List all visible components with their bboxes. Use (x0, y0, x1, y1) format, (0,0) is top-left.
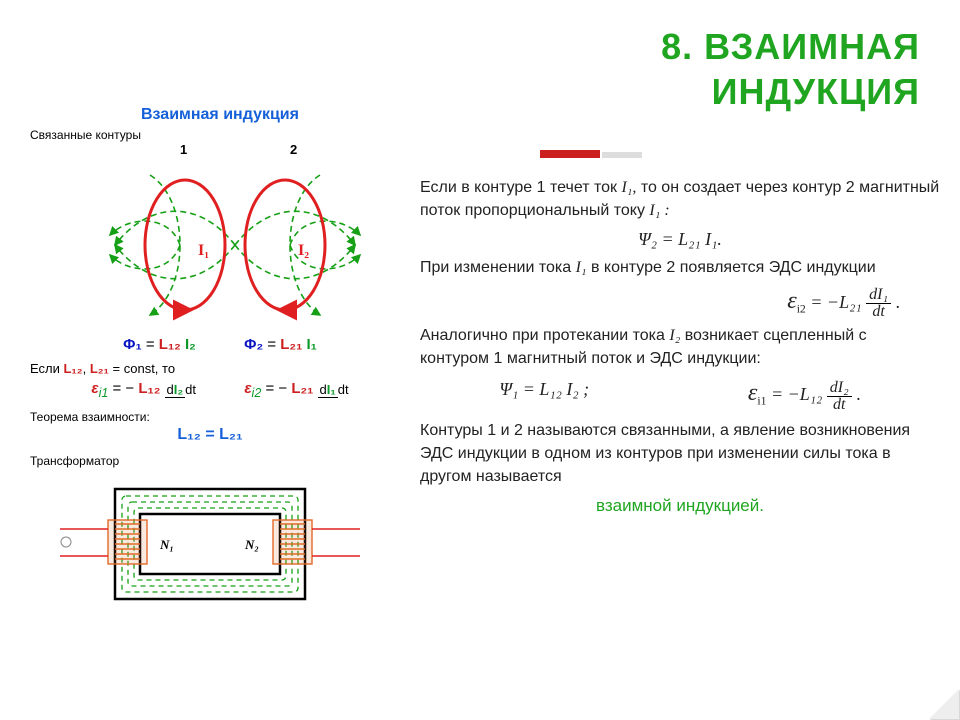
eq2-den: dt (866, 304, 891, 320)
para-3: Аналогично при протекании тока I₂ возник… (420, 324, 940, 370)
accent-bar (540, 150, 600, 158)
eq-row-psi1-emf1: Ψ₁ = L₁₂ I₂ ; εi1 = −L₁₂ dI₂dt . (420, 376, 940, 412)
l21: L₂₁ (280, 336, 302, 353)
para-2: При изменении тока I₁ в контуре 2 появля… (420, 256, 940, 279)
reciprocity-label: Теорема взаимности: (30, 410, 410, 424)
reciprocity-equation: L₁₂ = L₂₁ (10, 426, 410, 444)
emf2-den: dt (338, 382, 349, 397)
if-l21: L₂₁ (90, 361, 109, 376)
eq3b-sub: i1 (757, 395, 766, 408)
p2-I1: I₁ (576, 259, 587, 276)
emf1-L: L₁₂ (138, 380, 160, 397)
p2a: При изменении тока (420, 259, 576, 276)
emf1-den: dt (185, 382, 196, 397)
if-constant-line: Если L₁₂, L₂₁ = const, то (30, 361, 410, 376)
eq2-num: dI₁ (866, 287, 891, 304)
svg-text:N₁: N₁ (159, 537, 174, 552)
title-line-1: 8. ВЗАИМНАЯ (661, 26, 920, 67)
eq1-text: Ψ₂ = L₂₁ I₁. (638, 229, 722, 249)
emf2-eps: ε (244, 380, 251, 397)
p3-I2: I₂ (669, 327, 680, 344)
page-title: 8. ВЗАИМНАЯ ИНДУКЦИЯ (661, 24, 920, 114)
emf1-dI: I₂ (174, 382, 183, 397)
eq-psi2: Ψ₂ = L₂₁ I₁. (420, 226, 940, 252)
p2b: в контуре 2 появляется ЭДС индукции (591, 259, 876, 276)
eq2-sub: i2 (797, 302, 806, 315)
eq2-eps: ε (787, 288, 796, 314)
eq3b-L: = −L₁₂ (771, 384, 822, 404)
p3a: Аналогично при протекании тока (420, 327, 669, 344)
emf-equations: εi1 = − L₁₂ dI₂dt εi2 = − L₂₁ dI₁dt (30, 380, 410, 400)
loop-2-label: 2 (290, 142, 297, 157)
p1-I1: I₁, (621, 179, 636, 196)
emf1-eps: ε (91, 380, 98, 397)
phi2: Φ₂ (244, 336, 263, 353)
p1-I1-colon: I₁ : (649, 202, 669, 219)
emf2-sub: i2 (252, 386, 262, 400)
page-corner-highlight (929, 689, 959, 719)
if-l12: L₁₂ (63, 361, 82, 376)
linked-circuits-label: Связанные контуры (30, 128, 410, 142)
eq3b-num: dI₂ (827, 380, 852, 397)
transformer-diagram: N₁ N₂ (60, 474, 360, 614)
mutual-induction-term: взаимной индукцией. (420, 494, 940, 519)
eq-emf2: εi2 = −L₂₁ dI₁dt . (420, 284, 940, 320)
if-text-b: = const, то (113, 361, 176, 376)
left-heading: Взаимная индукция (30, 106, 410, 124)
transformer-label: Трансформатор (30, 454, 410, 468)
emf1-sub: i1 (99, 386, 109, 400)
para-1: Если в контуре 1 течет ток I₁, то он соз… (420, 176, 940, 222)
phi1: Φ₁ (123, 336, 142, 353)
eq2-L: = −L₂₁ (810, 292, 861, 312)
emf2-dI: I₁ (327, 382, 336, 397)
if-text-a: Если (30, 361, 63, 376)
left-column: Взаимная индукция Связанные контуры 1 2 (30, 106, 410, 614)
svg-text:N₂: N₂ (244, 537, 259, 552)
accent-bar-shadow (602, 152, 642, 158)
para-4: Контуры 1 и 2 называются связанными, а я… (420, 419, 940, 489)
emf2-L: L₂₁ (291, 380, 313, 397)
p1a: Если в контуре 1 течет ток (420, 179, 621, 196)
loop-number-labels: 1 2 (30, 142, 410, 160)
flux-equations: Φ₁ = L₁₂ I₂ Φ₂ = L₂₁ I₁ (30, 336, 410, 353)
l12: L₁₂ (159, 336, 181, 353)
i1: I₁ (306, 336, 316, 353)
mutual-induction-diagram: I₁ I₂ (90, 160, 380, 330)
svg-text:I₂: I₂ (298, 242, 309, 259)
svg-text:I₁: I₁ (198, 242, 209, 259)
eq3b-den: dt (827, 397, 852, 413)
eq3a: Ψ₁ = L₁₂ I₂ ; (499, 379, 589, 399)
loop-1-label: 1 (180, 142, 187, 157)
eq3b-eps: ε (748, 380, 757, 406)
right-column: Если в контуре 1 течет ток I₁, то он соз… (420, 176, 940, 519)
i2: I₂ (185, 336, 196, 353)
title-line-2: ИНДУКЦИЯ (712, 71, 920, 112)
